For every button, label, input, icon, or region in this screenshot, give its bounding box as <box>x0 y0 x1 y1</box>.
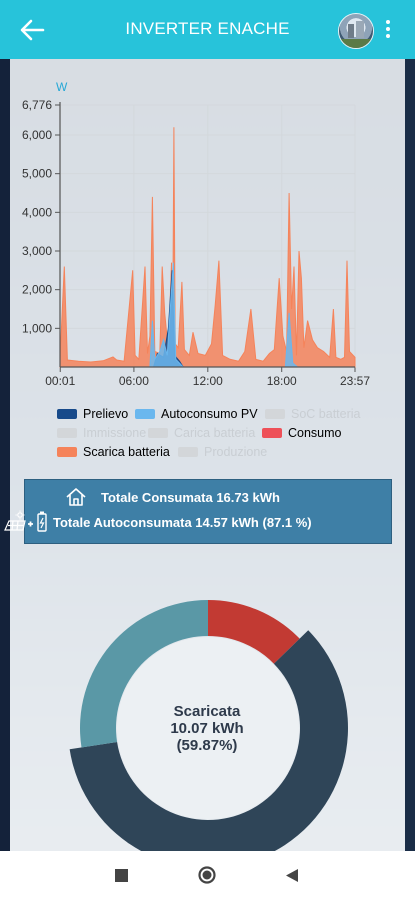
legend-item-carica-batteria[interactable]: Carica batteria <box>148 426 255 440</box>
legend-label: Autoconsumo PV <box>161 407 258 421</box>
more-vert-icon[interactable] <box>383 18 393 40</box>
y-tick-label: 4,000 <box>22 205 52 219</box>
legend-label: Consumo <box>288 426 342 440</box>
donut-segment-red[interactable] <box>208 600 300 664</box>
legend-swatch <box>135 409 155 419</box>
back-nav-button[interactable] <box>285 868 299 888</box>
triangle-back-icon <box>286 869 298 882</box>
avatar[interactable] <box>338 13 374 49</box>
legend-label: Carica batteria <box>174 426 256 440</box>
y-tick-label: 1,000 <box>22 321 52 335</box>
y-tick-label: 6,776 <box>22 98 52 112</box>
legend-swatch <box>265 409 285 419</box>
app-header: INVERTER ENACHE <box>0 0 415 59</box>
donut-segment-dark[interactable] <box>69 630 348 851</box>
x-tick-label: 00:01 <box>45 374 75 388</box>
power-chart: 6,776 6,000 5,000 4,000 3,000 2,000 1,000 00:01… <box>22 80 370 388</box>
x-tick-label: 23:57 <box>340 374 370 388</box>
legend-item-prelievo[interactable]: Prelievo <box>57 407 128 421</box>
series-area <box>60 262 355 368</box>
donut-hole <box>117 637 299 819</box>
x-tick-label: 06:00 <box>119 374 149 388</box>
legend-label: Immissione <box>83 426 147 440</box>
home-button[interactable] <box>197 865 217 890</box>
y-tick-label: 3,000 <box>22 244 52 258</box>
legend-swatch <box>178 447 198 457</box>
legend-label: SoC batteria <box>291 407 361 421</box>
legend-item-immissione[interactable]: Immissione <box>57 426 146 440</box>
legend-item-consumo[interactable]: Consumo <box>262 426 342 440</box>
legend-item-soc-batteria[interactable]: SoC batteria <box>265 407 360 421</box>
home-icon <box>66 488 86 506</box>
total-selfconsumed-row: Totale Autoconsumata 14.57 kWh (87.1 %) <box>4 510 312 532</box>
arrow-left-icon <box>20 19 45 41</box>
total-selfconsumed-text: Totale Autoconsumata 14.57 kWh (87.1 %) <box>53 515 312 530</box>
y-tick-label: 6,000 <box>22 128 52 142</box>
page-title: INVERTER ENACHE <box>125 19 290 38</box>
donut-label-title: Scaricata <box>173 703 241 720</box>
donut-label-percent: (59.87%) <box>176 737 238 754</box>
legend-swatch <box>262 428 282 438</box>
background-left <box>0 59 10 851</box>
legend-swatch <box>148 428 168 438</box>
total-consumed-row: Totale Consumata 16.73 kWh <box>66 488 280 506</box>
legend-item-scarica-batteria[interactable]: Scarica batteria <box>57 445 170 459</box>
legend-item-produzione[interactable]: Produzione <box>178 445 267 459</box>
legend-label: Produzione <box>204 445 268 459</box>
back-button[interactable] <box>18 17 46 43</box>
donut-center-label: Scaricata 10.07 kWh (59.87%) <box>146 703 268 754</box>
legend-label: Scarica batteria <box>83 445 170 459</box>
y-axis-label: W <box>56 80 68 94</box>
y-tick-label: 5,000 <box>22 167 52 181</box>
y-tick-label: 2,000 <box>22 283 52 297</box>
circle-icon <box>198 866 216 884</box>
legend-item-autoconsumo-pv[interactable]: Autoconsumo PV <box>135 407 258 421</box>
legend-swatch <box>57 428 77 438</box>
donut-chart <box>69 600 348 851</box>
x-tick-label: 12:00 <box>193 374 223 388</box>
legend-swatch <box>57 447 77 457</box>
series-area <box>59 127 356 368</box>
donut-segment-teal[interactable] <box>79 600 208 748</box>
legend-label: Prelievo <box>83 407 129 421</box>
solar-battery-icon <box>4 510 47 532</box>
donut-label-value: 10.07 kWh <box>170 720 244 737</box>
square-icon <box>115 869 128 882</box>
totals-box: Totale Consumata 16.73 kWh Totale Autoco… <box>4 479 392 544</box>
background-right <box>405 59 415 851</box>
recents-button[interactable] <box>115 869 128 887</box>
system-navbar <box>0 851 415 900</box>
total-consumed-text: Totale Consumata 16.73 kWh <box>101 490 280 505</box>
x-tick-label: 18:00 <box>267 374 297 388</box>
legend-swatch <box>57 409 77 419</box>
